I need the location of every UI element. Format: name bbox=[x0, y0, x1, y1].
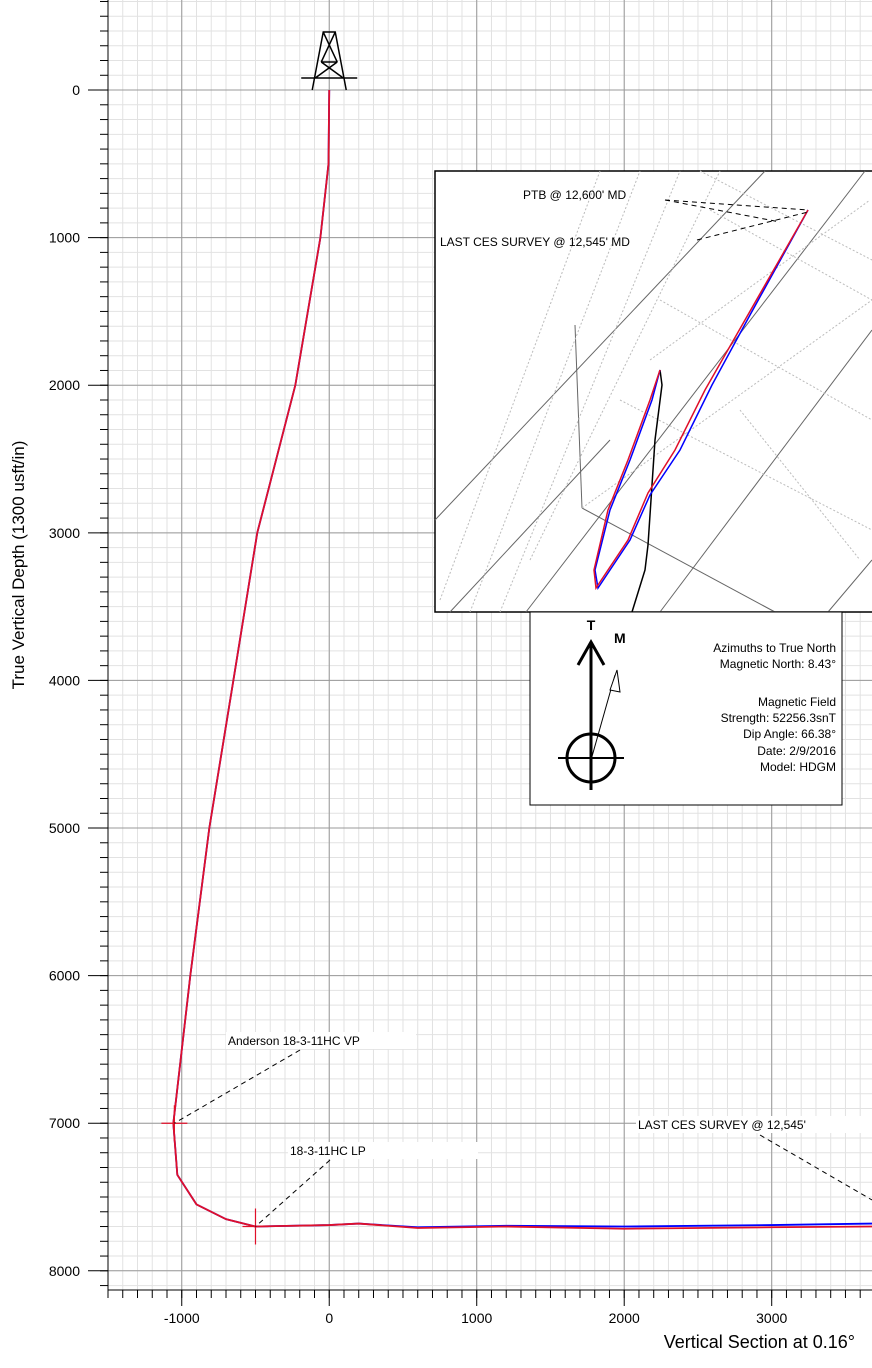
y-tick-label: 4000 bbox=[49, 672, 80, 688]
rig-icon bbox=[301, 31, 358, 91]
annotation: Anderson 18-3-11HC VP bbox=[228, 1034, 360, 1048]
north-info: Model: HDGM bbox=[760, 760, 836, 774]
true-label: T bbox=[587, 617, 596, 633]
annotation: LAST CES SURVEY @ 12,545' bbox=[638, 1118, 806, 1132]
annotation-leader bbox=[255, 1159, 331, 1227]
y-tick-label: 1000 bbox=[49, 230, 80, 246]
north-info: Magnetic North: 8.43° bbox=[720, 657, 836, 671]
inset-label: LAST CES SURVEY @ 12,545' MD bbox=[440, 235, 630, 249]
north-info: Azimuths to True North bbox=[713, 641, 836, 655]
north-info: Strength: 52256.3snT bbox=[721, 711, 837, 725]
well-path bbox=[172, 90, 872, 1230]
x-tick-label: 0 bbox=[325, 1310, 333, 1326]
annotation-leader bbox=[759, 1134, 872, 1201]
inset: PTB @ 12,600' MD LAST CES SURVEY @ 12,54… bbox=[434, 170, 872, 613]
y-axis-label: True Vertical Depth (1300 usft/in) bbox=[9, 441, 28, 690]
x-tick-label: 1000 bbox=[461, 1310, 492, 1326]
y-tick-label: 3000 bbox=[49, 525, 80, 541]
x-tick-label: 2000 bbox=[609, 1310, 640, 1326]
y-tick-label: 8000 bbox=[49, 1263, 80, 1279]
inset-actual bbox=[593, 209, 809, 591]
annotation-leader bbox=[174, 1049, 301, 1124]
x-tick-label: -1000 bbox=[164, 1310, 200, 1326]
annotation-bg bbox=[636, 1116, 872, 1133]
north-frame bbox=[529, 611, 843, 806]
inset-label: PTB @ 12,600' MD bbox=[523, 188, 627, 202]
magnetic-head bbox=[609, 669, 621, 693]
inset-leaders bbox=[664, 199, 809, 241]
plot: Anderson 18-3-11HC VP 18-3-11HC LP LAST CE… bbox=[161, 31, 872, 1245]
y-tick-label: 7000 bbox=[49, 1115, 80, 1131]
x-axis-label: Vertical Section at 0.16° bbox=[664, 1332, 855, 1352]
magnetic-label: M bbox=[614, 630, 626, 646]
inset-plan bbox=[594, 209, 809, 590]
y-tick-label: 0 bbox=[72, 82, 80, 98]
north-box: T M Azimuths to True North Magnetic North… bbox=[529, 611, 843, 806]
inset-wireframe bbox=[434, 170, 872, 613]
annotation-bg bbox=[226, 1032, 416, 1049]
north-info: Date: 2/9/2016 bbox=[757, 744, 836, 758]
north-info: Magnetic Field bbox=[758, 695, 836, 709]
x-tick-label: 3000 bbox=[756, 1310, 787, 1326]
y-tick-label: 6000 bbox=[49, 968, 80, 984]
y-tick-label: 2000 bbox=[49, 377, 80, 393]
annotation-bg bbox=[288, 1142, 478, 1159]
target-marker bbox=[161, 1105, 188, 1142]
arrow-head bbox=[576, 638, 606, 666]
north-info: Dip Angle: 66.38° bbox=[743, 727, 836, 741]
y-tick-label: 5000 bbox=[49, 820, 80, 836]
annotation: 18-3-11HC LP bbox=[290, 1144, 366, 1158]
